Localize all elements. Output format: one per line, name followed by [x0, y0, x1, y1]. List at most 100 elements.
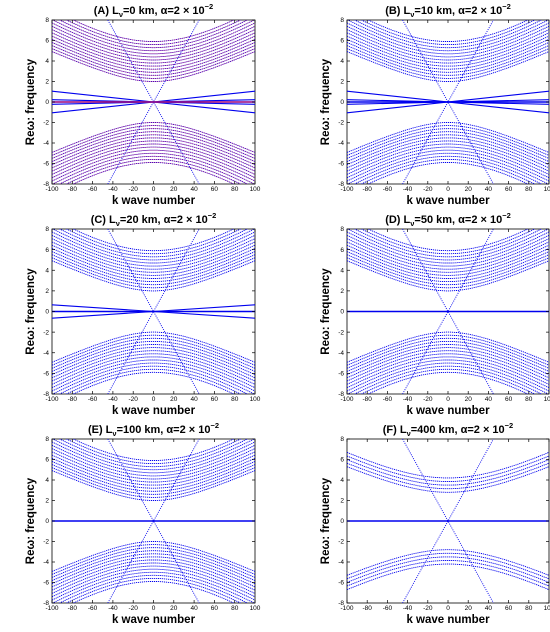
gravity-branch: [347, 331, 549, 363]
gravity-branch: [52, 340, 255, 372]
gravity-branch: [367, 20, 529, 42]
y-tick-label: -6: [43, 371, 49, 378]
x-tick-label: 0: [152, 186, 156, 193]
x-tick-label: -80: [68, 396, 78, 403]
diagonal-branch: [107, 439, 200, 603]
gravity-branch: [52, 331, 255, 363]
overlay-branch: [52, 122, 255, 153]
overlay-branch: [59, 20, 248, 48]
gravity-branch: [347, 38, 549, 70]
gravity-branch: [52, 464, 255, 495]
y-tick-label: 6: [340, 247, 344, 254]
x-tick-label: -80: [362, 396, 372, 403]
title-text: =400 km, α=2 × 10: [411, 424, 505, 436]
gravity-branch: [360, 229, 536, 255]
gravity-branch: [52, 234, 255, 267]
gravity-branch: [347, 234, 549, 267]
gravity-branch: [347, 344, 549, 376]
gravity-branch: [52, 556, 255, 588]
x-tick-label: 40: [190, 605, 198, 612]
y-tick-label: 6: [340, 38, 344, 45]
x-tick-label: -80: [362, 186, 372, 193]
gravity-branch: [347, 128, 549, 159]
gravity-branch: [347, 556, 549, 583]
overlay-branch: [52, 153, 255, 184]
x-tick-label: 20: [170, 186, 178, 193]
y-tick-label: 6: [45, 38, 49, 45]
gravity-branch: [347, 260, 549, 292]
title-superscript: −2: [205, 2, 214, 11]
y-axis-label: Reω: frequency: [25, 477, 37, 564]
panel-title: (D) Lν=50 km, α=2 × 10−2: [385, 211, 511, 228]
y-tick-label: 8: [45, 436, 49, 443]
x-tick-label: -40: [403, 605, 413, 612]
gravity-branch: [347, 35, 549, 67]
gravity-branch: [347, 22, 549, 55]
y-tick-label: -4: [338, 559, 344, 566]
title-text: (D) L: [385, 214, 410, 226]
y-tick-label: -2: [338, 539, 344, 546]
y-tick-label: 0: [45, 518, 49, 525]
y-tick-label: 8: [340, 436, 344, 443]
x-tick-label: 0: [446, 605, 450, 612]
x-tick-label: -100: [45, 186, 58, 193]
y-tick-label: 0: [45, 99, 49, 106]
y-tick-label: 2: [45, 498, 49, 505]
gravity-branch: [52, 444, 255, 477]
gravity-branch: [347, 231, 549, 264]
overlay-branch: [52, 149, 255, 182]
gravity-branch: [347, 350, 549, 382]
title-superscript: −2: [502, 2, 511, 11]
x-tick-label: 40: [485, 396, 493, 403]
title-text: =10 km, α=2 × 10: [414, 5, 502, 17]
panel-title: (C) Lν=20 km, α=2 × 10−2: [91, 211, 217, 228]
gravity-branch: [52, 460, 255, 492]
y-tick-label: -8: [338, 391, 344, 398]
y-tick-label: 4: [340, 477, 344, 484]
gravity-branch: [52, 467, 255, 498]
gravity-branch: [347, 353, 549, 385]
diagonal-branch: [107, 439, 200, 603]
x-tick-label: -100: [45, 605, 58, 612]
gravity-branch: [347, 359, 549, 392]
x-tick-label: -60: [383, 605, 393, 612]
x-tick-label: -100: [340, 186, 353, 193]
title-text: (B) L: [385, 5, 410, 17]
y-tick-label: -6: [338, 371, 344, 378]
y-tick-label: -6: [338, 161, 344, 168]
overlay-branch: [65, 159, 242, 184]
gravity-branch: [347, 229, 549, 261]
data-layer: [52, 439, 255, 603]
x-tick-label: 40: [190, 396, 198, 403]
gravity-branch: [52, 337, 255, 369]
gravity-branch: [347, 334, 549, 366]
gravity-branch: [347, 143, 549, 175]
gravity-branch: [52, 359, 255, 392]
x-tick-label: 60: [211, 396, 219, 403]
y-tick-label: -8: [338, 181, 344, 188]
title-superscript: −2: [210, 421, 219, 430]
gravity-branch: [347, 462, 549, 490]
y-tick-label: -8: [338, 600, 344, 607]
overlay-branch: [52, 134, 255, 166]
gravity-branch: [347, 238, 549, 270]
x-tick-label: -60: [383, 396, 393, 403]
gravity-branch: [347, 347, 549, 379]
overlay-branch: [52, 32, 255, 64]
overlay-branch: [52, 25, 255, 58]
x-tick-label: 80: [231, 605, 239, 612]
gravity-branch: [347, 455, 549, 482]
x-axis-label: k wave number: [406, 195, 490, 207]
gravity-branch: [52, 568, 255, 601]
data-layer: [347, 20, 549, 184]
y-tick-label: 8: [45, 17, 49, 24]
gravity-branch: [52, 550, 255, 582]
gravity-branch: [52, 350, 255, 382]
gravity-branch: [52, 356, 255, 389]
gravity-branch: [347, 549, 549, 576]
gravity-branch: [347, 552, 549, 580]
gravity-branch: [347, 122, 549, 153]
overlay-branch: [52, 143, 255, 175]
gravity-branch: [347, 244, 549, 276]
y-tick-label: -2: [43, 539, 49, 546]
